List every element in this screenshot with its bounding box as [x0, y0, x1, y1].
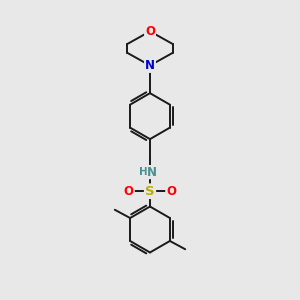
- Text: S: S: [145, 185, 155, 198]
- Text: N: N: [147, 166, 158, 178]
- Text: H: H: [139, 167, 148, 177]
- Text: O: O: [166, 185, 176, 198]
- Text: O: O: [145, 25, 155, 38]
- Text: N: N: [145, 59, 155, 72]
- Text: O: O: [124, 185, 134, 198]
